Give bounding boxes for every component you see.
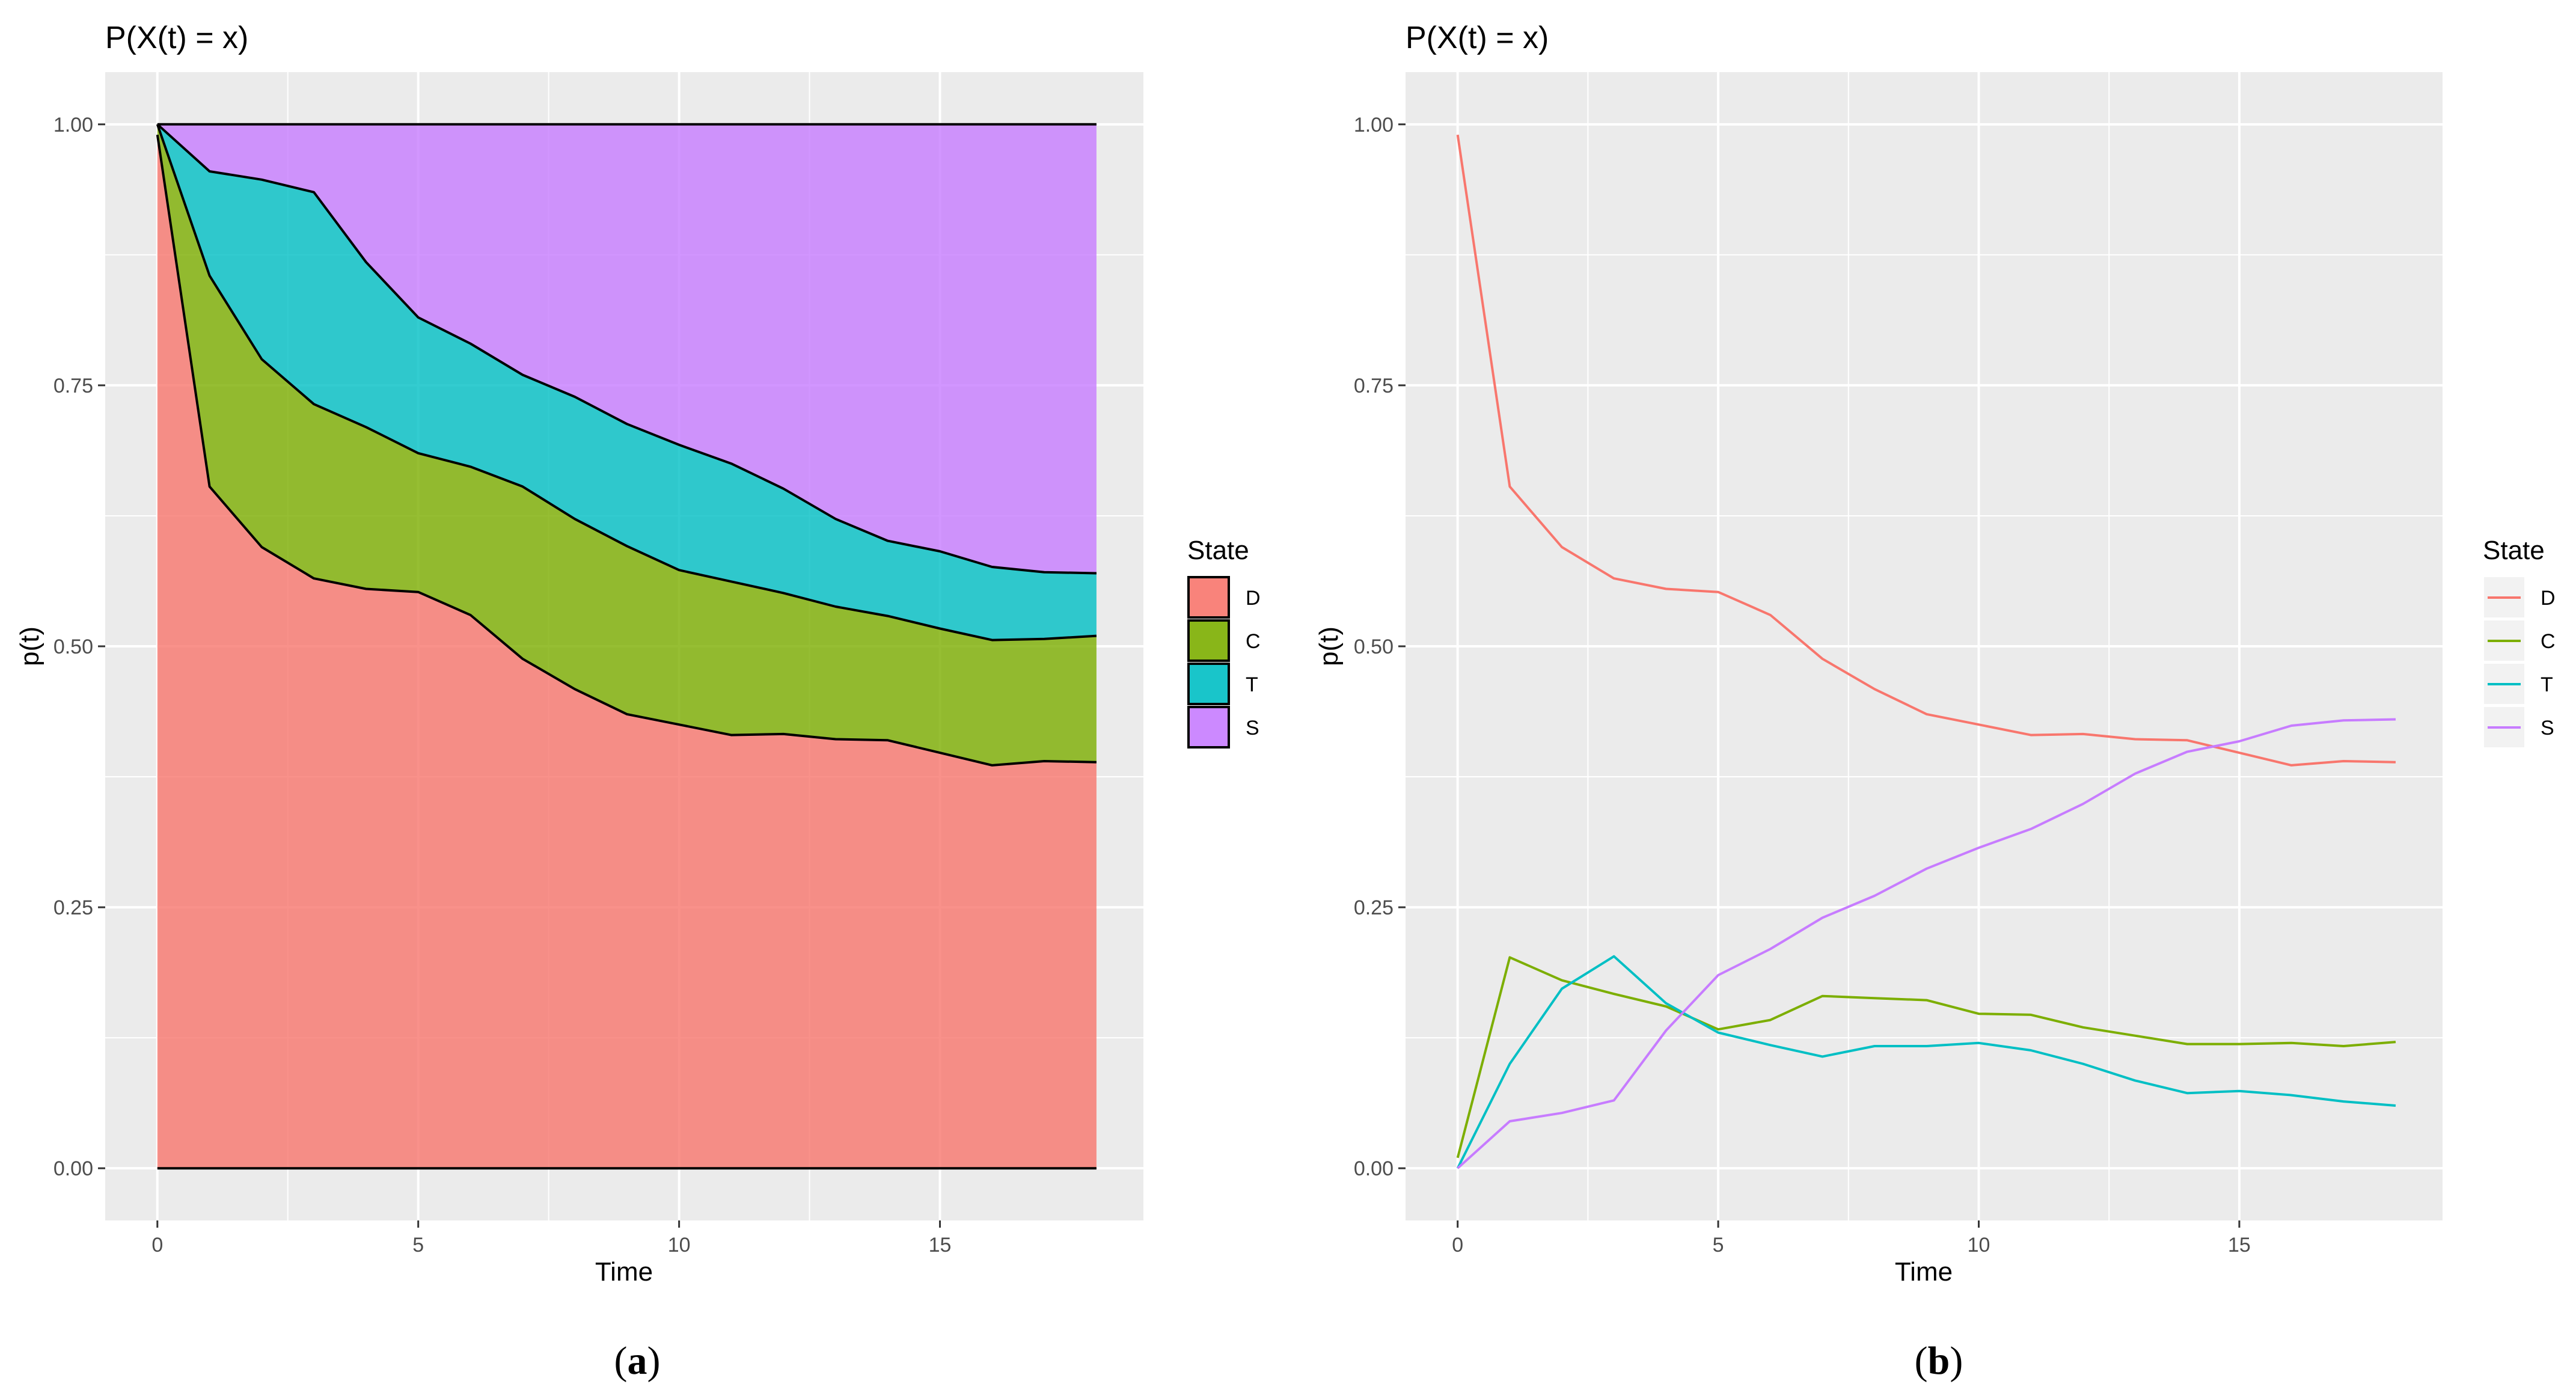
legend-label-D: D (2541, 587, 2556, 610)
y-tick-label: 0.75 (54, 375, 93, 397)
line-D (1456, 134, 2396, 767)
legend-label-C: C (1246, 630, 1261, 653)
legend-label-S: S (2541, 717, 2554, 739)
legend-label-T: T (2541, 673, 2553, 696)
y-tick-label: 0.50 (1354, 635, 1394, 658)
y-tick-label: 0.75 (1354, 375, 1394, 397)
panel-a-stacked-areas (156, 123, 1097, 1170)
legend-key-D (1187, 576, 1230, 619)
panel-b-x-axis: 0 5 10 15 (1452, 1220, 2251, 1257)
panel-b-y-axis-title: p(t) (1314, 626, 1344, 666)
panel-b-y-axis: 0.00 0.25 0.50 0.75 1.00 (1354, 114, 1406, 1180)
panel-a-legend-title: State (1187, 536, 1249, 565)
line-S (1457, 718, 2396, 1169)
y-tick-label: 0.50 (54, 635, 93, 658)
panel-b-chart: P(X(t) = x) 0.000.250.500.751.00 0 5 10 15 … (1314, 20, 2556, 1383)
y-tick-label: 0.25 (54, 896, 93, 919)
line-T (1456, 955, 2396, 1169)
panel-b-series-lines (1456, 134, 2396, 1169)
panel-b-legend-title: State (2483, 536, 2545, 565)
legend-key-S (1187, 706, 1230, 749)
area-boundary-line (156, 124, 1097, 641)
area-C (157, 124, 1097, 765)
y-tick-label: 1.00 (54, 114, 93, 136)
legend-label-C: C (2541, 630, 2556, 653)
y-tick-label: 0.25 (1354, 896, 1394, 919)
x-tick-label: 10 (1968, 1234, 1990, 1257)
panel-a-y-axis: 0.00 0.25 0.50 0.75 1.00 (54, 114, 105, 1180)
line-C (1456, 956, 2396, 1159)
legend-key-C (1187, 619, 1230, 662)
panel-b-caption: (b) (1915, 1339, 1963, 1383)
x-tick-label: 15 (929, 1234, 952, 1257)
area-S (157, 124, 1097, 574)
area-boundary-line (156, 123, 1097, 575)
panel-b-x-axis-title: Time (1895, 1257, 1953, 1287)
x-tick-label: 15 (2228, 1234, 2251, 1257)
area-D (157, 135, 1097, 1169)
panel-b-title: P(X(t) = x) (1406, 20, 1549, 55)
panel-b-caption-letter: b (1928, 1339, 1950, 1383)
panel-a-caption: (a) (614, 1339, 661, 1383)
legend-label-S: S (1246, 717, 1259, 739)
x-tick-label: 5 (412, 1234, 424, 1257)
y-tick-label: 1.00 (1354, 114, 1394, 136)
legend-label-T: T (1246, 673, 1258, 696)
panel-b-gridlines (1406, 72, 2443, 1220)
panel-a-chart: P(X(t) = x) 0.000.250.500.751.00 0 5 10 15 … (15, 20, 1261, 1383)
legend-label-D: D (1246, 587, 1261, 610)
y-tick-label: 0.00 (1354, 1157, 1394, 1180)
x-tick-label: 0 (151, 1234, 163, 1257)
panel-a-title: P(X(t) = x) (105, 20, 248, 55)
area-boundary-line (156, 134, 1097, 767)
panel-a-x-axis: 0 5 10 15 (151, 1220, 951, 1257)
y-tick-label: 0.00 (54, 1157, 93, 1180)
panel-a-y-axis-title: p(t) (15, 626, 44, 666)
x-tick-label: 10 (668, 1234, 691, 1257)
panel-a-caption-letter: a (628, 1339, 647, 1383)
x-tick-label: 5 (1713, 1234, 1724, 1257)
x-tick-label: 0 (1452, 1234, 1463, 1257)
area-T (157, 124, 1097, 640)
legend-key-T (1187, 663, 1230, 705)
panel-a-x-axis-title: Time (595, 1257, 653, 1287)
